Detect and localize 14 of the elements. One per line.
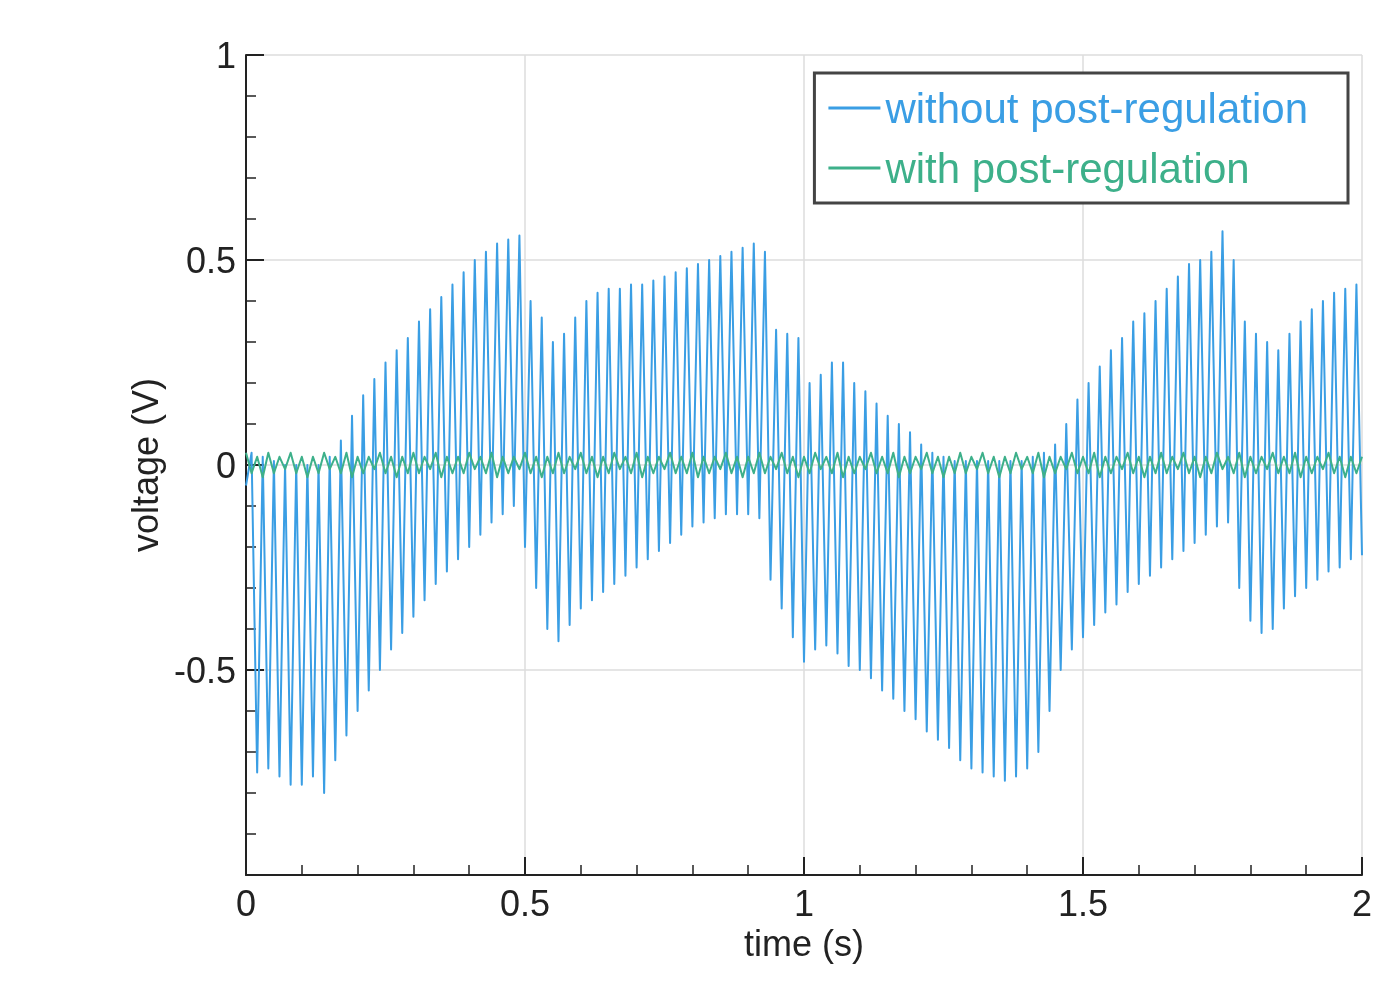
y-tick-label: 1 <box>215 34 236 76</box>
legend-label: without post-regulation <box>884 84 1309 132</box>
x-axis-title: time (s) <box>744 923 864 965</box>
y-axis-title: voltage (V) <box>124 377 166 553</box>
x-tick-label: 0.5 <box>499 882 551 924</box>
line-series <box>245 230 1363 794</box>
line-series <box>245 451 1363 479</box>
y-tick-label: -0.5 <box>173 649 236 691</box>
y-tick-label: 0 <box>215 444 236 486</box>
x-tick-label: 1.5 <box>1057 882 1109 924</box>
x-tick-label: 2 <box>1351 882 1373 924</box>
x-tick-label: 1 <box>793 882 815 924</box>
legend-label: with post-regulation <box>884 144 1250 192</box>
y-tick-label: 0.5 <box>185 239 236 281</box>
